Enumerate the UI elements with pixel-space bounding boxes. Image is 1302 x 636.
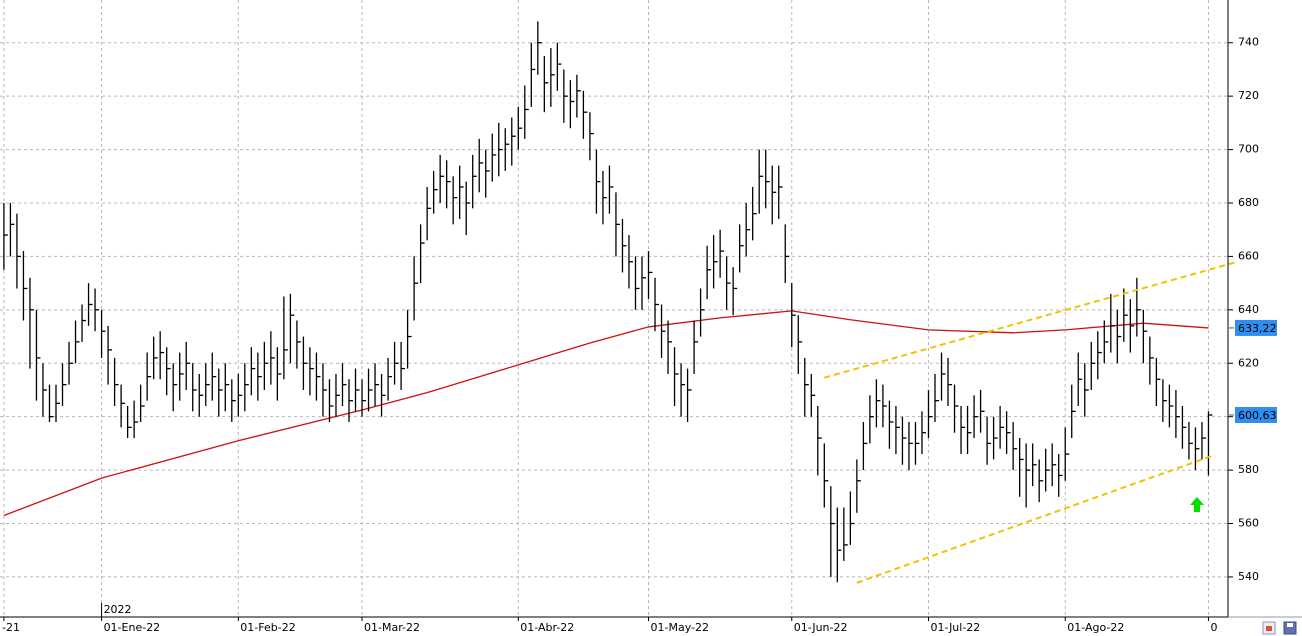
ma-tag-label: 633,22 bbox=[1238, 322, 1277, 335]
x-tick-label: 0 bbox=[1210, 621, 1217, 634]
x-tick-label: 01-Abr-22 bbox=[520, 621, 574, 634]
up-arrow bbox=[1190, 497, 1204, 512]
y-tick-label: 580 bbox=[1238, 463, 1259, 476]
close-tag-label: 600,63 bbox=[1238, 409, 1277, 422]
x-tick-label: 01-Feb-22 bbox=[240, 621, 295, 634]
save-glyph bbox=[1287, 623, 1293, 627]
y-tick-label: 740 bbox=[1238, 36, 1259, 49]
x-tick-label: 01-Jul-22 bbox=[930, 621, 980, 634]
y-tick-label: 620 bbox=[1238, 356, 1259, 369]
y-tick-label: 640 bbox=[1238, 303, 1259, 316]
y-tick-label: 680 bbox=[1238, 196, 1259, 209]
y-tick-label: 560 bbox=[1238, 517, 1259, 530]
x-tick-label: 01-May-22 bbox=[651, 621, 709, 634]
x-tick-label: 01-Ene-22 bbox=[104, 621, 161, 634]
y-tick-label: 660 bbox=[1238, 249, 1259, 262]
year-label: 2022 bbox=[104, 603, 132, 616]
x-tick-label: 01-Jun-22 bbox=[794, 621, 848, 634]
trendline bbox=[824, 261, 1235, 379]
ma-tag-box bbox=[1235, 319, 1277, 336]
y-tick-label: 540 bbox=[1238, 570, 1259, 583]
y-tick-label: 700 bbox=[1238, 143, 1259, 156]
close-tag-box bbox=[1235, 406, 1277, 423]
trendline bbox=[856, 453, 1216, 584]
icon-glyph bbox=[1266, 626, 1272, 631]
signal-arrow bbox=[1190, 497, 1204, 512]
x-tick-label: 01-Mar-22 bbox=[364, 621, 420, 634]
moving-average bbox=[3, 310, 1209, 517]
x-tick-label: 01-Ago-22 bbox=[1067, 621, 1124, 634]
y-tick-label: 720 bbox=[1238, 89, 1259, 102]
toolbar-icons bbox=[1262, 621, 1297, 635]
x-tick-label: -21 bbox=[2, 621, 20, 634]
